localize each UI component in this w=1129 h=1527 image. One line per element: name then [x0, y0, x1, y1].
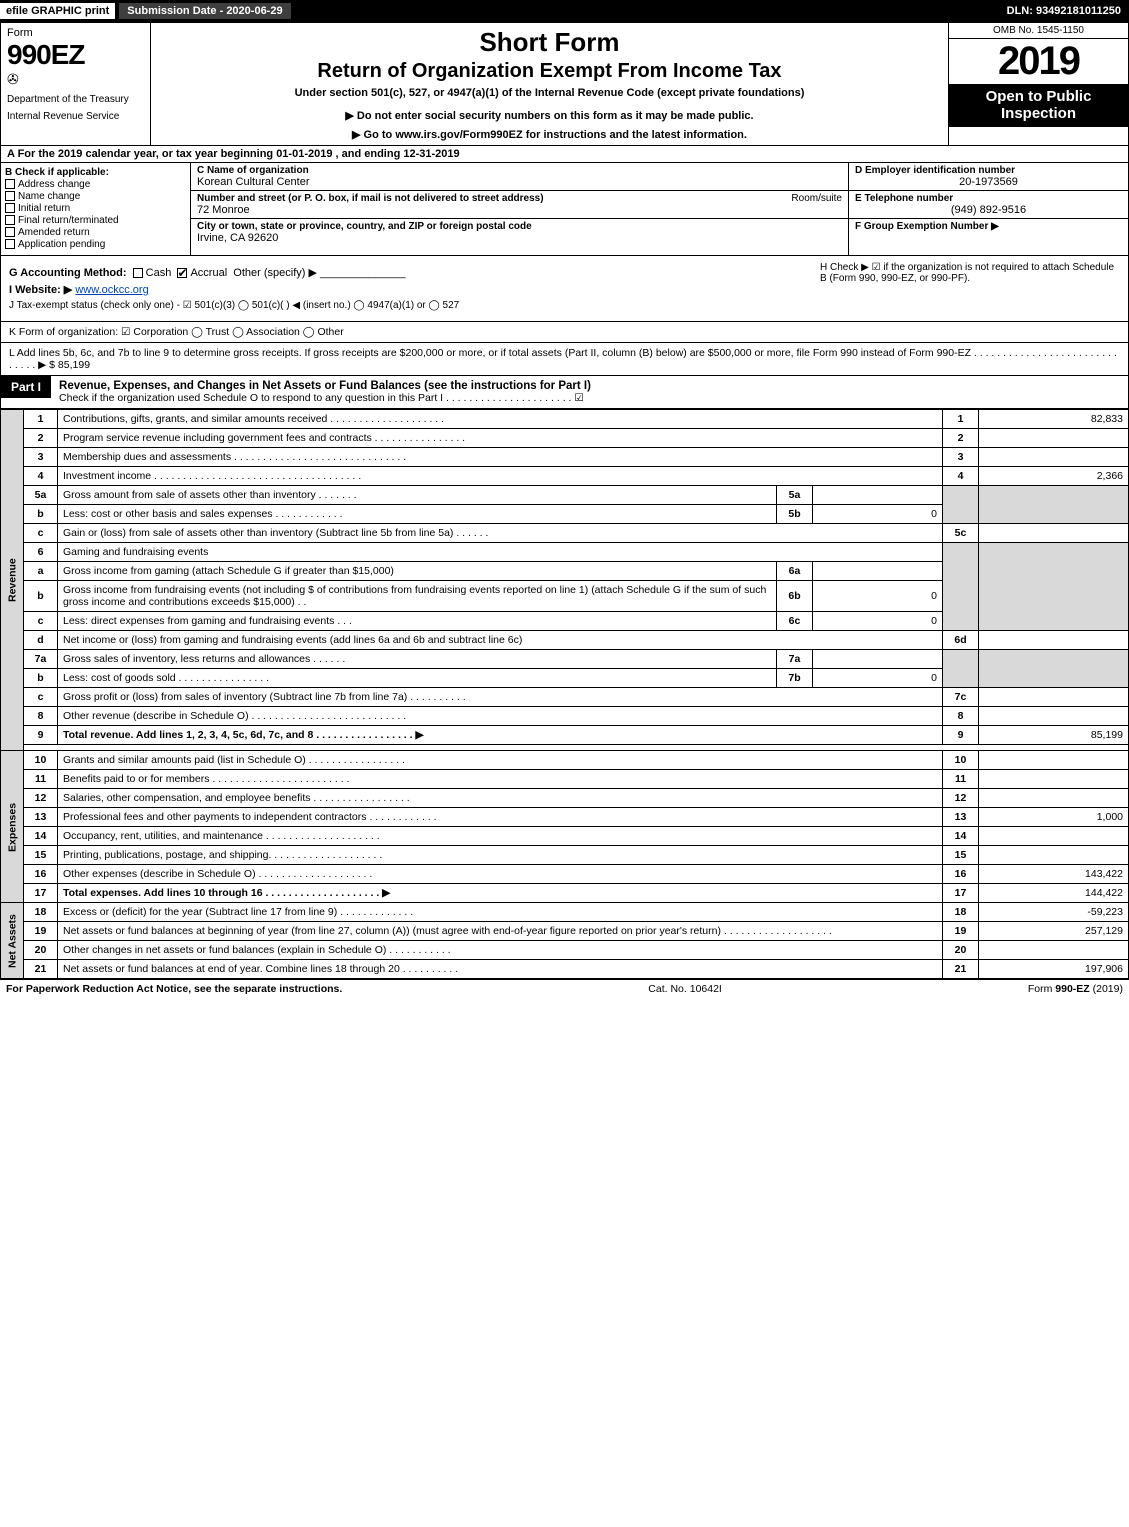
- g-cash-checkbox[interactable]: [133, 268, 143, 278]
- ghij-block: G Accounting Method: Cash Accrual Other …: [0, 256, 1129, 322]
- d-ein-label: D Employer identification number: [855, 165, 1122, 176]
- dept-treasury: Department of the Treasury: [7, 94, 144, 105]
- table-row: d Net income or (loss) from gaming and f…: [1, 631, 1129, 650]
- omb-number: OMB No. 1545-1150: [949, 23, 1128, 39]
- j-tax-exempt: J Tax-exempt status (check only one) - ☑…: [9, 300, 1120, 311]
- table-row: 2 Program service revenue including gove…: [1, 429, 1129, 448]
- table-row: 17 Total expenses. Add lines 10 through …: [1, 884, 1129, 903]
- dln-label: DLN: 93492181011250: [999, 3, 1129, 19]
- f-group-label: F Group Exemption Number ▶: [855, 221, 1122, 232]
- under-section: Under section 501(c), 527, or 4947(a)(1)…: [159, 87, 940, 99]
- goto-link: ▶ Go to www.irs.gov/Form990EZ for instru…: [159, 128, 940, 141]
- expenses-side-label: Expenses: [1, 751, 24, 903]
- table-row: Net Assets 18 Excess or (deficit) for th…: [1, 903, 1129, 922]
- do-not-enter: ▶ Do not enter social security numbers o…: [159, 109, 940, 122]
- table-row: c Gross profit or (loss) from sales of i…: [1, 688, 1129, 707]
- b-name-change[interactable]: Name change: [5, 191, 186, 202]
- entity-block: B Check if applicable: Address change Na…: [0, 163, 1129, 256]
- l-line: L Add lines 5b, 6c, and 7b to line 9 to …: [0, 343, 1129, 376]
- c-room-label: Room/suite: [791, 193, 842, 216]
- submission-date: Submission Date - 2020-06-29: [119, 3, 290, 19]
- b-final-return[interactable]: Final return/terminated: [5, 215, 186, 226]
- table-row: 21 Net assets or fund balances at end of…: [1, 960, 1129, 979]
- table-row: 16 Other expenses (describe in Schedule …: [1, 865, 1129, 884]
- part1-table: Revenue 1 Contributions, gifts, grants, …: [0, 409, 1129, 979]
- footer-center: Cat. No. 10642I: [648, 983, 722, 995]
- header-left: Form 990EZ ✇ Department of the Treasury …: [1, 23, 151, 145]
- c-name-label: C Name of organization: [197, 165, 310, 176]
- section-def: D Employer identification number 20-1973…: [848, 163, 1128, 255]
- table-row: 8 Other revenue (describe in Schedule O)…: [1, 707, 1129, 726]
- netassets-side-label: Net Assets: [1, 903, 24, 979]
- b-label: B Check if applicable:: [5, 167, 186, 178]
- table-row: 4 Investment income . . . . . . . . . . …: [1, 467, 1129, 486]
- c-street-label: Number and street (or P. O. box, if mail…: [197, 193, 544, 204]
- efile-label: efile GRAPHIC print: [0, 3, 115, 19]
- part1-tab: Part I: [1, 376, 51, 398]
- website-link[interactable]: www.ockcc.org: [75, 284, 148, 296]
- part1-title: Revenue, Expenses, and Changes in Net As…: [59, 380, 591, 392]
- table-row: 7a Gross sales of inventory, less return…: [1, 650, 1129, 669]
- open-public: Open to Public Inspection: [949, 84, 1128, 127]
- table-row: 19 Net assets or fund balances at beginn…: [1, 922, 1129, 941]
- return-title: Return of Organization Exempt From Incom…: [159, 60, 940, 83]
- g-accrual-checkbox[interactable]: [177, 268, 187, 278]
- header-right: OMB No. 1545-1150 2019 Open to Public In…: [948, 23, 1128, 145]
- table-row: 9 Total revenue. Add lines 1, 2, 3, 4, 5…: [1, 726, 1129, 745]
- footer-left: For Paperwork Reduction Act Notice, see …: [6, 983, 342, 995]
- table-row: 13 Professional fees and other payments …: [1, 808, 1129, 827]
- section-b: B Check if applicable: Address change Na…: [1, 163, 191, 255]
- table-row: c Gain or (loss) from sale of assets oth…: [1, 524, 1129, 543]
- b-application-pending[interactable]: Application pending: [5, 239, 186, 250]
- form-header: Form 990EZ ✇ Department of the Treasury …: [0, 22, 1129, 146]
- table-row: 5a Gross amount from sale of assets othe…: [1, 486, 1129, 505]
- c-city-label: City or town, state or province, country…: [197, 221, 532, 232]
- form-label: Form: [7, 27, 144, 39]
- table-row: 6 Gaming and fundraising events: [1, 543, 1129, 562]
- header-center: Short Form Return of Organization Exempt…: [151, 23, 948, 145]
- top-bar: efile GRAPHIC print Submission Date - 20…: [0, 0, 1129, 22]
- d-ein: 20-1973569: [855, 176, 1122, 188]
- table-row: 15 Printing, publications, postage, and …: [1, 846, 1129, 865]
- tax-year-line: A For the 2019 calendar year, or tax yea…: [0, 146, 1129, 163]
- k-line: K Form of organization: ☑ Corporation ◯ …: [0, 322, 1129, 343]
- table-row: 3 Membership dues and assessments . . . …: [1, 448, 1129, 467]
- b-amended-return[interactable]: Amended return: [5, 227, 186, 238]
- revenue-side-label: Revenue: [1, 410, 24, 751]
- form-number: 990EZ: [7, 39, 144, 71]
- page-footer: For Paperwork Reduction Act Notice, see …: [0, 979, 1129, 998]
- c-street: 72 Monroe: [197, 204, 544, 216]
- part1-header: Part I Revenue, Expenses, and Changes in…: [0, 376, 1129, 409]
- h-checkbox-text: H Check ▶ ☑ if the organization is not r…: [820, 262, 1120, 284]
- irs-label: Internal Revenue Service: [7, 111, 144, 122]
- table-row: Revenue 1 Contributions, gifts, grants, …: [1, 410, 1129, 429]
- tax-year: 2019: [949, 39, 1128, 84]
- section-c: C Name of organization Korean Cultural C…: [191, 163, 848, 255]
- i-website: I Website: ▶ www.ockcc.org: [9, 283, 1120, 296]
- e-phone-label: E Telephone number: [855, 193, 1122, 204]
- c-city: Irvine, CA 92620: [197, 232, 532, 244]
- footer-right: Form 990-EZ (2019): [1028, 983, 1123, 995]
- b-address-change[interactable]: Address change: [5, 179, 186, 190]
- e-phone: (949) 892-9516: [855, 204, 1122, 216]
- table-row: 12 Salaries, other compensation, and emp…: [1, 789, 1129, 808]
- short-form-title: Short Form: [159, 27, 940, 58]
- table-row: Expenses 10 Grants and similar amounts p…: [1, 751, 1129, 770]
- table-row: 14 Occupancy, rent, utilities, and maint…: [1, 827, 1129, 846]
- table-row: 20 Other changes in net assets or fund b…: [1, 941, 1129, 960]
- table-row: 11 Benefits paid to or for members . . .…: [1, 770, 1129, 789]
- c-org-name: Korean Cultural Center: [197, 176, 310, 188]
- b-initial-return[interactable]: Initial return: [5, 203, 186, 214]
- part1-check-line: Check if the organization used Schedule …: [59, 392, 584, 404]
